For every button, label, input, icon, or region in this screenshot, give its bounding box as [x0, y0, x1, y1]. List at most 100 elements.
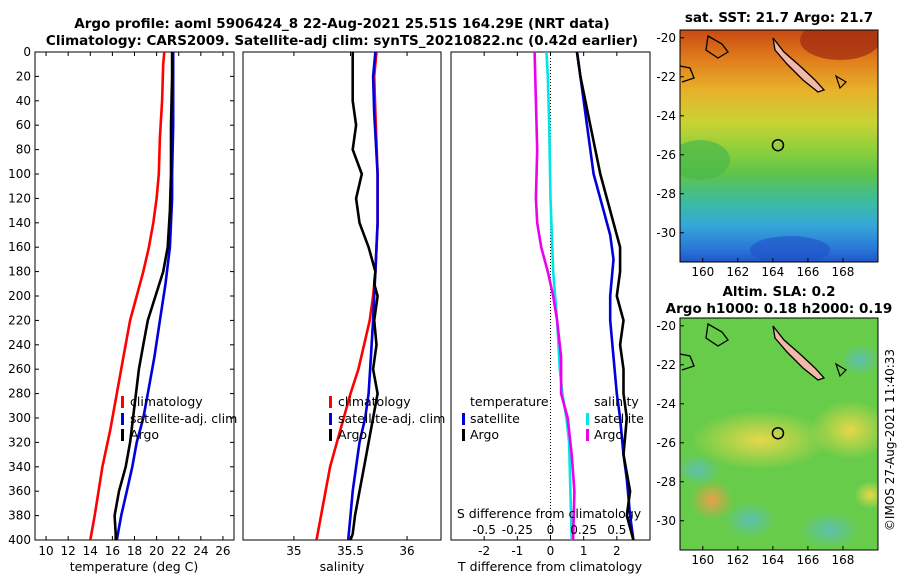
- sla-map-subtitle: Argo h1000: 0.18 h2000: 0.19: [666, 301, 893, 317]
- t-difference-xlabel: T difference from climatology: [457, 559, 643, 574]
- depth-tick-label: 160: [8, 240, 31, 254]
- lat-tick-label: -28: [656, 187, 676, 201]
- legend-label-t-argo: Argo: [470, 427, 499, 442]
- s-difference-tick-labels: -0.5 -0.25 0 0.25 0.5: [472, 523, 626, 537]
- x-tick-label: 35.5: [337, 544, 364, 558]
- legend-label-satellite: satellite-adj. clim: [338, 411, 445, 426]
- legend-swatch-satellite: [329, 413, 332, 425]
- loyalty-islands: [834, 362, 847, 378]
- s-tick-label: -0.5: [472, 523, 495, 537]
- salinity-xlabel: salinity: [320, 559, 365, 574]
- x-tick-label: 24: [193, 544, 208, 558]
- figure-title-line1: Argo profile: aoml 5906424_8 22-Aug-2021…: [74, 16, 609, 32]
- legend-swatch-t-satellite: [462, 413, 465, 425]
- x-tick-label: 2: [613, 544, 621, 558]
- coast-left: [680, 65, 695, 83]
- sla-high-blob: [854, 481, 878, 509]
- depth-tick-label: 120: [8, 191, 31, 205]
- lat-tick-label: -24: [656, 397, 676, 411]
- sla-low-blob: [724, 502, 776, 538]
- x-tick-label: 1: [580, 544, 588, 558]
- depth-tick-label: 360: [8, 484, 31, 498]
- x-tick-label: 10: [38, 544, 53, 558]
- depth-tick-label: 40: [16, 94, 31, 108]
- legend-label-s-satellite: satellite: [594, 411, 644, 426]
- x-tick-label: 22: [171, 544, 186, 558]
- legend-label-argo: Argo: [130, 427, 159, 442]
- warm-patch: [800, 30, 878, 60]
- legend-label-argo: Argo: [338, 427, 367, 442]
- temperature-x-ticks: 10 12 14 16 18 20 22 24 26: [38, 52, 231, 558]
- difference-lines: [533, 52, 635, 540]
- difference-panel: -2 -1 0 1 2 T difference from climatology S …: [450, 51, 651, 574]
- legend-swatch-argo: [121, 429, 124, 441]
- depth-tick-label: 300: [8, 411, 31, 425]
- x-tick-label: 35: [286, 544, 301, 558]
- legend-label-climatology: climatology: [130, 394, 203, 409]
- lat-tick-label: -30: [656, 226, 676, 240]
- vanuatu-coast: [705, 322, 729, 347]
- sst-map: sat. SST: 21.7 Argo: 21.7 160 162 164 166 16…: [656, 10, 879, 279]
- legend-label-s-argo: Argo: [594, 427, 623, 442]
- temperature-axes-frame: [34, 51, 235, 541]
- sla-low-blob: [840, 344, 878, 376]
- sst-heatmap: [680, 30, 878, 262]
- x-tick-label: 12: [61, 544, 76, 558]
- x-tick-label: 0: [547, 544, 555, 558]
- new-caledonia-island: [772, 325, 826, 381]
- depth-tick-label: 380: [8, 509, 31, 523]
- lon-tick-label: 168: [832, 265, 855, 279]
- x-tick-label: 16: [105, 544, 120, 558]
- cool-patch: [750, 236, 830, 262]
- temperature-legend: climatology satellite-adj. clim Argo: [121, 394, 237, 442]
- series-line-argo: [349, 52, 379, 540]
- vanuatu-coast: [705, 34, 729, 59]
- lat-tick-label: -22: [656, 70, 676, 84]
- argo-float-marker: [771, 426, 785, 440]
- lat-tick-label: -20: [656, 319, 676, 333]
- temperature-lines: [89, 52, 175, 540]
- legend-label-climatology: climatology: [338, 394, 411, 409]
- lon-tick-label: 164: [761, 265, 784, 279]
- series-line-satellite-adj-clim: [115, 52, 175, 540]
- legend-label-satellite: satellite-adj. clim: [130, 411, 237, 426]
- x-tick-label: 14: [83, 544, 98, 558]
- depth-tick-label: 100: [8, 167, 31, 181]
- legend-swatch-t-argo: [462, 429, 465, 441]
- lon-tick-label: 164: [761, 553, 784, 567]
- lon-tick-label: 166: [796, 553, 819, 567]
- series-line-climatology: [89, 52, 166, 540]
- x-tick-label: 26: [215, 544, 230, 558]
- imos-watermark: ©IMOS 27-Aug-2021 11:40:33: [883, 349, 897, 531]
- depth-tick-label: 220: [8, 313, 31, 327]
- lat-tick-label: -28: [656, 475, 676, 489]
- depth-tick-label: 0: [23, 45, 31, 59]
- legend-swatch-climatology: [121, 396, 124, 408]
- sst-map-frame: [679, 29, 879, 263]
- depth-tick-label: 80: [16, 143, 31, 157]
- x-tick-label: 36: [399, 544, 414, 558]
- depth-tick-label: 140: [8, 216, 31, 230]
- salinity-lines: [315, 52, 379, 540]
- legend-swatch-argo: [329, 429, 332, 441]
- s-tick-label: 0.5: [607, 523, 626, 537]
- depth-tick-label: 60: [16, 118, 31, 132]
- depth-tick-label: 340: [8, 460, 31, 474]
- salinity-legend: climatology satellite-adj. clim Argo: [329, 394, 445, 442]
- lat-tick-label: -26: [656, 148, 676, 162]
- series-line-t-argo: [575, 52, 635, 540]
- depth-tick-label: 280: [8, 387, 31, 401]
- coast-left: [680, 353, 695, 371]
- depth-tick-label: 200: [8, 289, 31, 303]
- lon-tick-label: 162: [726, 553, 749, 567]
- green-patch: [680, 140, 730, 180]
- new-caledonia-island: [772, 37, 826, 93]
- temperature-panel: 0204060801001201401601802002202402602803…: [8, 45, 650, 574]
- sst-map-ticks: 160 162 164 166 168 -20 -22 -24 -26 -28 -30: [656, 31, 854, 279]
- lon-tick-label: 166: [796, 265, 819, 279]
- temperature-xlabel: temperature (deg C): [70, 559, 199, 574]
- difference-legend: temperature satellite Argo salinity sate…: [462, 394, 644, 442]
- salinity-x-ticks: 35 35.5 36: [286, 52, 415, 558]
- legend-title-salinity: salinity: [594, 394, 639, 409]
